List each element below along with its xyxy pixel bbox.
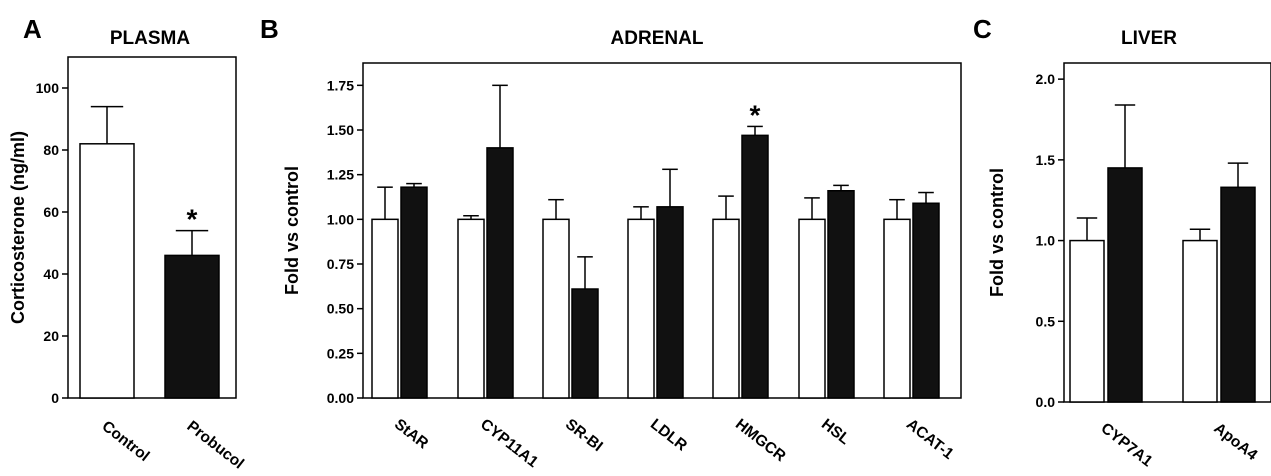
y-tick-label: 0.00 <box>327 390 354 406</box>
y-tick-label: 1.0 <box>1036 233 1056 249</box>
y-tick-label: 0.50 <box>327 301 354 317</box>
y-tick-label: 60 <box>43 204 59 220</box>
bar-group <box>542 198 570 399</box>
bar-group <box>371 186 399 399</box>
bar <box>1069 239 1105 403</box>
category-label: ApoA4 <box>1211 420 1261 464</box>
y-axis-title: Fold vs control <box>987 168 1007 297</box>
bar <box>457 218 485 399</box>
y-axis-title: Fold vs control <box>282 166 302 295</box>
bar <box>827 189 855 399</box>
y-tick-label: 1.50 <box>327 122 354 138</box>
bar-group <box>912 191 940 399</box>
chart-panel-b: B ADRENAL 0.00 0.25 0.50 0.75 1.00 1.25 1.50 1.75… <box>260 14 962 472</box>
y-axis-title: Corticosterone (ng/ml) <box>8 131 28 324</box>
bar-group: * <box>164 204 220 399</box>
bar-group <box>400 182 428 399</box>
bar-group <box>827 184 855 399</box>
bar-group <box>1220 162 1256 403</box>
bar <box>164 254 220 399</box>
y-tick-label: 20 <box>43 328 59 344</box>
category-label: SR-BI <box>562 416 606 455</box>
panel-letter: C <box>973 14 992 44</box>
y-tick-label: 1.5 <box>1036 152 1056 168</box>
y-tick-label: 0.75 <box>327 256 354 272</box>
bar-group <box>486 84 514 399</box>
category-label: StAR <box>391 416 431 453</box>
panel-title: PLASMA <box>110 28 191 49</box>
y-tick-label: 2.0 <box>1036 71 1056 87</box>
bar <box>79 143 135 399</box>
y-tick-label: 0.25 <box>327 345 354 361</box>
chart-panel-a: A PLASMA 0 20 40 60 80 100 Corticosterone (ng/ml… <box>8 14 247 473</box>
bar <box>883 218 911 399</box>
y-tick-label: 0 <box>51 390 59 406</box>
panel-letter: A <box>23 14 42 44</box>
bar-group: * <box>741 99 769 399</box>
category-label: CYP7A1 <box>1098 420 1156 471</box>
bar-group <box>1069 217 1105 403</box>
bar <box>912 202 940 399</box>
y-tick-label: 40 <box>43 266 59 282</box>
bar-group <box>1182 228 1218 403</box>
panel-title: LIVER <box>1121 28 1177 49</box>
bar <box>656 206 684 399</box>
y-tick-label: 80 <box>43 142 59 158</box>
y-tick-label: 1.00 <box>327 211 354 227</box>
bar <box>371 218 399 399</box>
bar <box>571 288 599 399</box>
category-label: LDLR <box>647 416 690 455</box>
bar-group <box>457 215 485 399</box>
bar-group <box>1107 104 1143 403</box>
plot-frame <box>1063 62 1271 403</box>
plot-frame <box>67 56 237 399</box>
bar-group <box>883 198 911 399</box>
y-tick-label: 0.5 <box>1036 313 1056 329</box>
bar <box>1182 239 1218 403</box>
panel-letter: B <box>260 14 279 44</box>
bar <box>486 147 514 399</box>
bar <box>542 218 570 399</box>
chart-panel-c: C LIVER 0.0 0.5 1.0 1.5 2.0 Fold vs control CYP7… <box>973 14 1271 471</box>
bar-group <box>571 256 599 399</box>
bar-group <box>79 105 135 399</box>
category-label: CYP11A1 <box>477 416 541 472</box>
bar <box>798 218 826 399</box>
bar <box>741 134 769 399</box>
bar <box>1220 186 1256 403</box>
panel-title: ADRENAL <box>611 28 704 49</box>
bar-group <box>656 168 684 399</box>
category-label: Probucol <box>184 418 247 473</box>
category-label: Control <box>99 418 153 465</box>
y-tick-label: 1.75 <box>327 77 354 93</box>
category-label: HSL <box>818 416 853 448</box>
y-tick-label: 1.25 <box>327 167 354 183</box>
bar-group <box>712 195 740 399</box>
significance-marker: * <box>187 204 198 235</box>
category-label: HMGCR <box>732 416 789 465</box>
bar <box>712 218 740 399</box>
y-tick-label: 100 <box>36 80 60 96</box>
y-tick-label: 0.0 <box>1036 394 1056 410</box>
bar <box>400 186 428 399</box>
bar-group <box>627 206 655 399</box>
bar <box>627 218 655 399</box>
bar-group <box>798 197 826 399</box>
bar <box>1107 167 1143 403</box>
category-label: ACAT-1 <box>903 416 957 463</box>
significance-marker: * <box>750 99 761 130</box>
